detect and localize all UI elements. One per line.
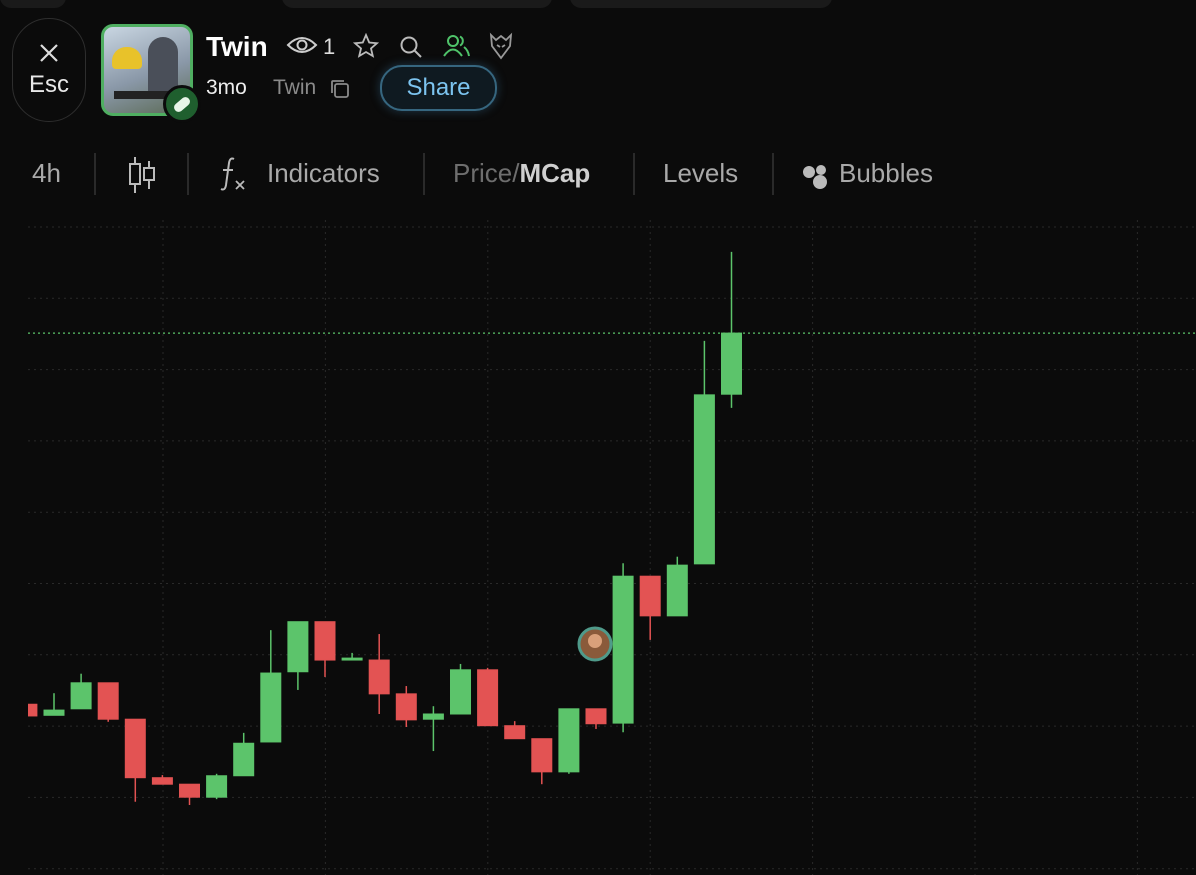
price-mcap-toggle[interactable]: Price/MCap bbox=[453, 158, 590, 189]
price-option[interactable]: Price bbox=[453, 158, 513, 188]
indicators-button[interactable]: Indicators bbox=[267, 158, 380, 188]
token-avatar bbox=[101, 24, 193, 116]
share-button[interactable]: Share bbox=[380, 65, 497, 111]
candle-body bbox=[28, 703, 38, 717]
close-label: Esc bbox=[28, 71, 69, 98]
tab[interactable] bbox=[282, 0, 552, 8]
eye-icon bbox=[286, 37, 318, 53]
candle-body bbox=[666, 564, 688, 617]
candle-body bbox=[341, 657, 363, 661]
candle-body bbox=[43, 709, 65, 716]
candle-body bbox=[70, 682, 92, 710]
holders-icon[interactable] bbox=[443, 33, 471, 59]
candle-body bbox=[531, 738, 553, 773]
eagle-icon[interactable] bbox=[488, 32, 514, 60]
separator bbox=[423, 153, 425, 195]
token-ticker: Twin bbox=[273, 76, 317, 99]
bubbles-icon[interactable] bbox=[801, 162, 831, 190]
candle-body bbox=[477, 669, 499, 727]
candle-type-icon[interactable] bbox=[127, 155, 157, 195]
candle-body bbox=[612, 575, 634, 724]
candle-body bbox=[314, 621, 336, 661]
separator bbox=[633, 153, 635, 195]
candle-body bbox=[693, 394, 715, 565]
viewer-count: 1 bbox=[323, 34, 336, 59]
pill-badge bbox=[163, 85, 201, 123]
tab[interactable] bbox=[0, 0, 66, 8]
mcap-option[interactable]: MCap bbox=[519, 158, 591, 188]
separator bbox=[187, 153, 189, 195]
candle-body bbox=[97, 682, 119, 720]
candle-body bbox=[124, 718, 146, 779]
candle-body bbox=[151, 777, 173, 785]
candle-body bbox=[233, 742, 255, 777]
copy-icon[interactable] bbox=[329, 78, 351, 100]
candles bbox=[28, 251, 742, 805]
candle-body bbox=[395, 693, 417, 721]
slash: / bbox=[512, 158, 520, 188]
token-name: Twin bbox=[206, 31, 268, 62]
close-icon bbox=[40, 44, 58, 62]
close-button[interactable]: Esc bbox=[12, 18, 86, 122]
candle-body bbox=[504, 725, 526, 740]
candle-body bbox=[558, 708, 580, 773]
candle-body bbox=[179, 783, 200, 798]
levels-button[interactable]: Levels bbox=[663, 158, 739, 188]
candle-body bbox=[422, 713, 444, 720]
candle-body bbox=[721, 332, 742, 395]
candle-body bbox=[368, 659, 390, 695]
trader-face bbox=[588, 634, 602, 648]
fx-icon[interactable] bbox=[218, 155, 250, 193]
token-age: 3mo bbox=[206, 76, 247, 99]
candle-body bbox=[450, 669, 471, 715]
separator bbox=[772, 153, 774, 195]
candle-body bbox=[639, 575, 661, 617]
candle-body bbox=[287, 621, 309, 673]
separator bbox=[94, 153, 96, 195]
tab[interactable] bbox=[570, 0, 832, 8]
candle-body bbox=[206, 775, 228, 798]
candle-body bbox=[585, 708, 607, 725]
star-icon[interactable] bbox=[353, 33, 379, 59]
interval-button[interactable]: 4h bbox=[32, 158, 61, 188]
bubbles-button[interactable]: Bubbles bbox=[839, 158, 933, 188]
candle-body bbox=[260, 672, 282, 743]
search-icon[interactable] bbox=[399, 35, 423, 59]
